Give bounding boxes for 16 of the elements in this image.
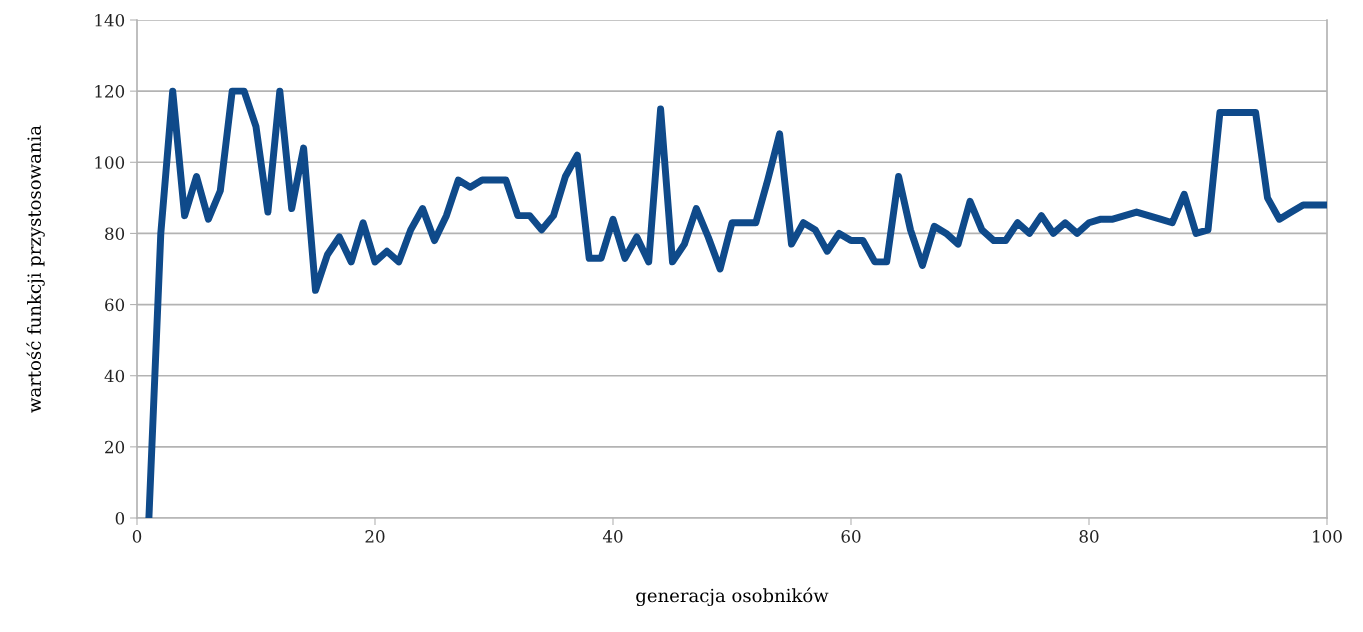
y-tick-label: 120	[95, 85, 125, 98]
x-tick-label: 80	[1079, 530, 1099, 543]
x-axis-title: generacja osobników	[636, 587, 829, 607]
y-tick-label: 140	[95, 13, 125, 27]
y-axis-title: wartość funkcji przystosowania	[26, 125, 45, 413]
y-tick-label: 0	[115, 511, 125, 525]
y-tick-label: 40	[104, 369, 125, 383]
x-tick-label: 0	[132, 530, 142, 543]
y-tick-label: 60	[105, 298, 125, 312]
y-tick-label: 80	[105, 227, 125, 240]
x-tick-label: 100	[1313, 530, 1342, 543]
x-tick-label: 60	[841, 530, 861, 543]
y-tick-label: 20	[105, 440, 125, 454]
x-tick-label: 20	[365, 530, 385, 543]
y-tick-label: 100	[95, 156, 125, 169]
x-tick-label: 40	[602, 530, 623, 543]
